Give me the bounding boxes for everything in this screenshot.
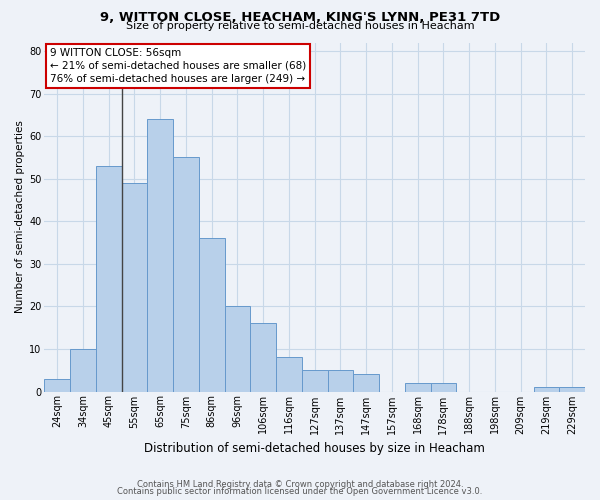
Bar bbox=[533, 388, 559, 392]
Bar bbox=[405, 383, 431, 392]
X-axis label: Distribution of semi-detached houses by size in Heacham: Distribution of semi-detached houses by … bbox=[144, 442, 485, 455]
Bar bbox=[431, 383, 456, 392]
Bar bbox=[70, 349, 96, 392]
Text: Size of property relative to semi-detached houses in Heacham: Size of property relative to semi-detach… bbox=[125, 21, 475, 31]
Bar bbox=[122, 183, 148, 392]
Bar bbox=[302, 370, 328, 392]
Bar bbox=[44, 378, 70, 392]
Bar bbox=[173, 158, 199, 392]
Bar bbox=[250, 324, 276, 392]
Bar bbox=[559, 388, 585, 392]
Bar bbox=[224, 306, 250, 392]
Y-axis label: Number of semi-detached properties: Number of semi-detached properties bbox=[15, 120, 25, 314]
Bar bbox=[148, 119, 173, 392]
Bar bbox=[96, 166, 122, 392]
Bar bbox=[199, 238, 224, 392]
Text: Contains HM Land Registry data © Crown copyright and database right 2024.: Contains HM Land Registry data © Crown c… bbox=[137, 480, 463, 489]
Text: 9, WITTON CLOSE, HEACHAM, KING'S LYNN, PE31 7TD: 9, WITTON CLOSE, HEACHAM, KING'S LYNN, P… bbox=[100, 11, 500, 24]
Text: 9 WITTON CLOSE: 56sqm
← 21% of semi-detached houses are smaller (68)
76% of semi: 9 WITTON CLOSE: 56sqm ← 21% of semi-deta… bbox=[50, 48, 306, 84]
Bar bbox=[328, 370, 353, 392]
Text: Contains public sector information licensed under the Open Government Licence v3: Contains public sector information licen… bbox=[118, 487, 482, 496]
Bar bbox=[353, 374, 379, 392]
Bar bbox=[276, 358, 302, 392]
